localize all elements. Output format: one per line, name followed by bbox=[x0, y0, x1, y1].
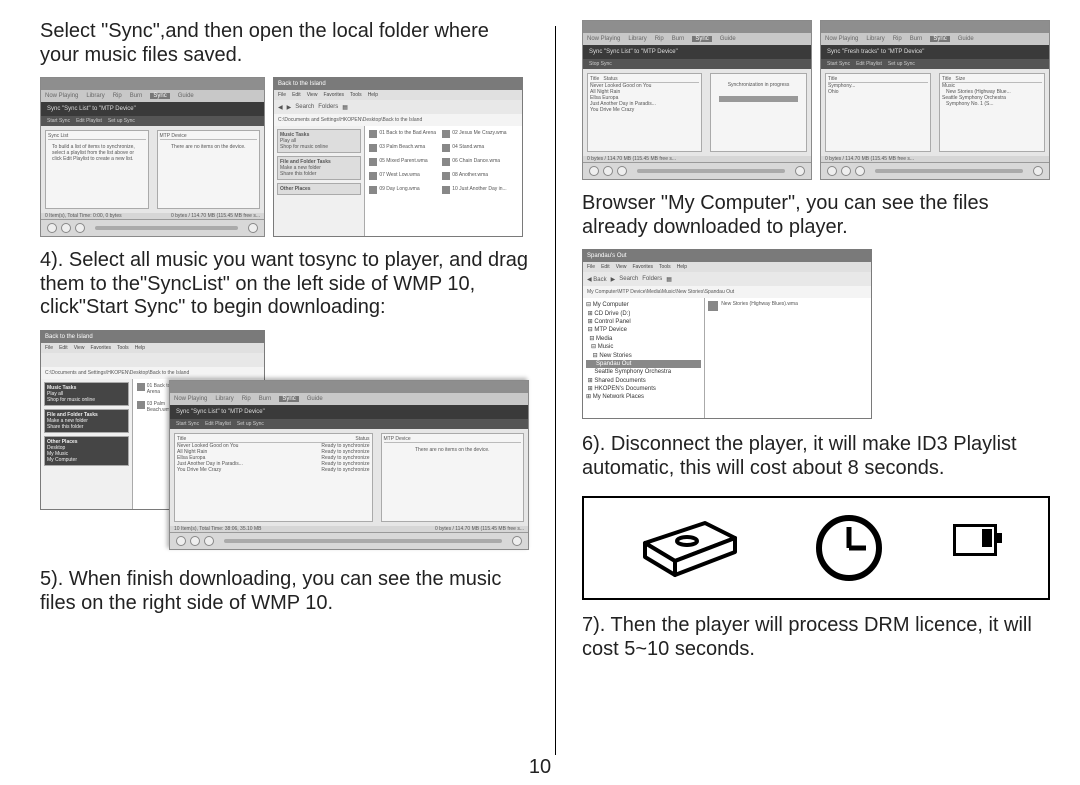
left-column: Select "Sync",and then open the local fo… bbox=[40, 20, 549, 785]
page-number: 10 bbox=[0, 756, 1080, 779]
wmp-screenshot-progress: Now PlayingLibraryRipBurnSyncGuide Sync … bbox=[582, 20, 812, 180]
step6-text: 6). Disconnect the player, it will make … bbox=[582, 433, 1050, 480]
step7-text: 7). Then the player will process DRM lic… bbox=[582, 614, 1050, 661]
step5-text: 5). When finish downloading, you can see… bbox=[40, 568, 529, 615]
step6-figure bbox=[582, 496, 1050, 600]
wmp-screenshot-ready: Now PlayingLibraryRipBurnSyncGuide Sync … bbox=[169, 380, 529, 550]
right-column: Now PlayingLibraryRipBurnSyncGuide Sync … bbox=[562, 20, 1050, 785]
clock-icon bbox=[814, 513, 884, 583]
folder-tree: ⊟ My Computer ⊞ CD Drive (D:) ⊞ Control … bbox=[583, 298, 705, 418]
browser-text: Browser "My Computer", you can see the f… bbox=[582, 192, 1050, 239]
wmp-screenshot-fresh: Now PlayingLibraryRipBurnSyncGuide Sync … bbox=[820, 20, 1050, 180]
figure-row-1: Now PlayingLibraryRipBurnSyncGuide Sync … bbox=[40, 77, 529, 237]
wmp-controls bbox=[41, 219, 264, 236]
intro-text: Select "Sync",and then open the local fo… bbox=[40, 20, 529, 67]
device-pane: MTP Device There are no items on the dev… bbox=[157, 130, 261, 209]
battery-icon bbox=[953, 524, 997, 556]
column-divider bbox=[555, 26, 556, 755]
step4-text: 4). Select all music you want tosync to … bbox=[40, 249, 529, 320]
figure-row-right-1: Now PlayingLibraryRipBurnSyncGuide Sync … bbox=[582, 20, 1050, 180]
manual-page: Select "Sync",and then open the local fo… bbox=[0, 0, 1080, 785]
disk-icon bbox=[635, 513, 745, 583]
figure-overlap: Back to the Island FileEditViewFavorites… bbox=[40, 330, 529, 550]
wmp-screenshot-empty: Now PlayingLibraryRipBurnSyncGuide Sync … bbox=[40, 77, 265, 237]
wmp-tabs: Now PlayingLibraryRipBurnSyncGuide bbox=[41, 90, 264, 102]
explorer-screenshot-1: Back to the Island FileEditViewFavorites… bbox=[273, 77, 523, 237]
explorer-screenshot-mycomputer: Spandau's Out FileEditViewFavoritesTools… bbox=[582, 249, 872, 419]
sync-list-pane: Sync List To build a list of items to sy… bbox=[45, 130, 149, 209]
